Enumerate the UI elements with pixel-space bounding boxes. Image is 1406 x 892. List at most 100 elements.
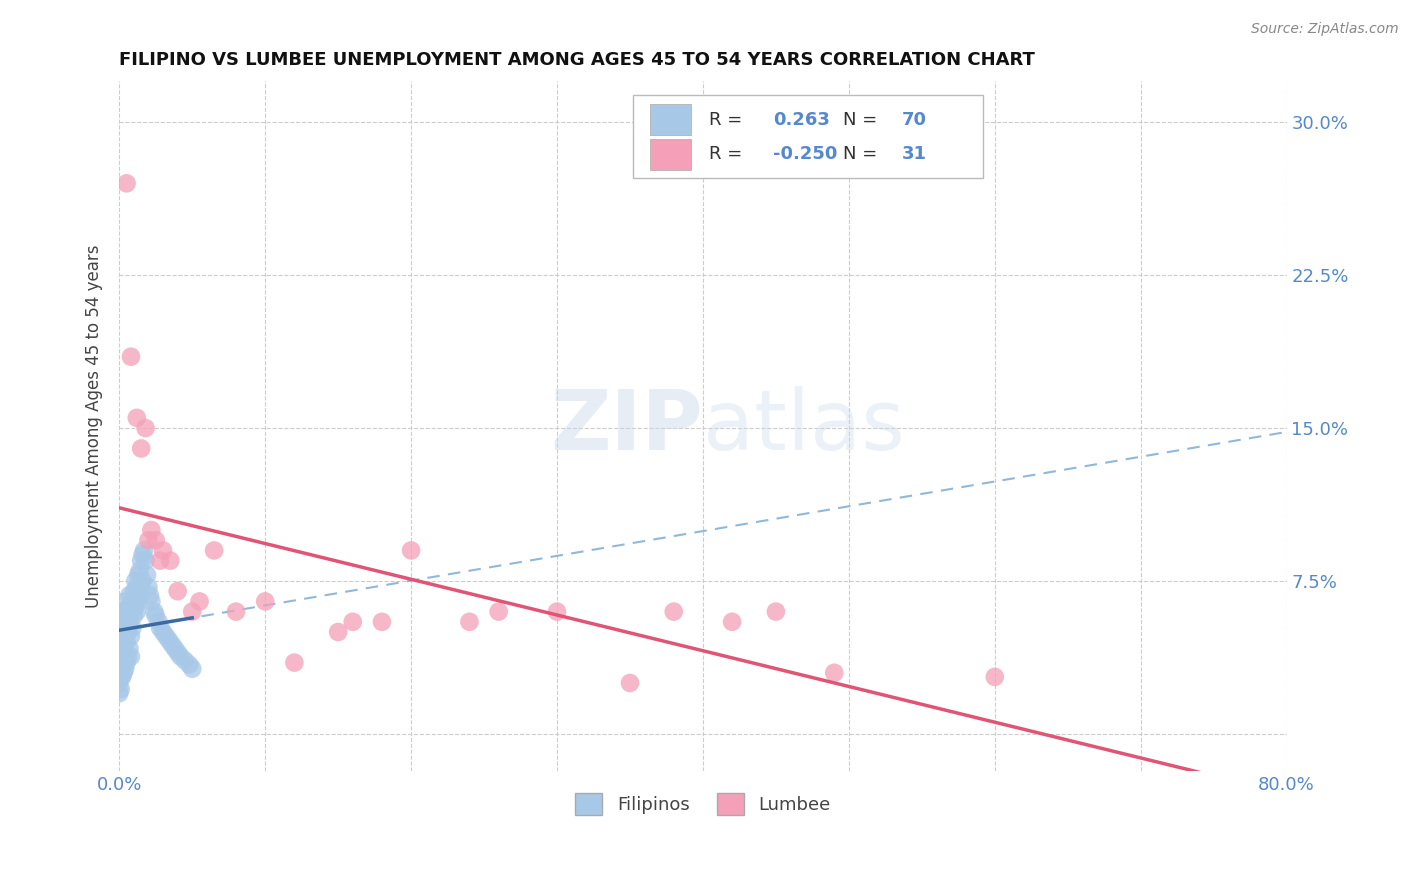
Text: 31: 31 <box>901 145 927 163</box>
Point <box>662 605 685 619</box>
Text: ZIP: ZIP <box>550 385 703 467</box>
FancyBboxPatch shape <box>651 138 692 169</box>
Text: atlas: atlas <box>703 385 904 467</box>
Point <box>159 554 181 568</box>
Point <box>141 523 163 537</box>
Point <box>115 656 138 670</box>
Point <box>152 625 174 640</box>
Point <box>283 656 305 670</box>
Point <box>120 629 142 643</box>
Point <box>118 615 141 629</box>
Point <box>132 543 155 558</box>
Y-axis label: Unemployment Among Ages 45 to 54 years: Unemployment Among Ages 45 to 54 years <box>86 244 103 607</box>
Point <box>112 629 135 643</box>
Point <box>181 662 204 676</box>
Point <box>143 605 166 619</box>
Point <box>135 554 157 568</box>
Point <box>166 584 188 599</box>
Point <box>120 350 142 364</box>
Point <box>111 656 134 670</box>
Point <box>984 670 1007 684</box>
Point <box>115 608 138 623</box>
Point <box>160 637 183 651</box>
Point <box>131 574 153 588</box>
Point <box>108 645 131 659</box>
Point <box>371 615 394 629</box>
Point <box>114 621 136 635</box>
Text: 0.263: 0.263 <box>773 111 830 129</box>
Point <box>110 635 132 649</box>
Point <box>188 594 211 608</box>
Text: N =: N = <box>844 111 877 129</box>
Text: -0.250: -0.250 <box>773 145 838 163</box>
Point <box>399 543 422 558</box>
Point <box>124 574 146 588</box>
Point <box>129 580 152 594</box>
Point <box>823 665 845 680</box>
Point <box>110 682 132 697</box>
Point <box>115 635 138 649</box>
FancyBboxPatch shape <box>651 104 692 135</box>
Point <box>169 649 191 664</box>
Point <box>166 645 188 659</box>
Point <box>174 654 197 668</box>
Point <box>114 594 136 608</box>
Point <box>125 580 148 594</box>
Point <box>110 625 132 640</box>
Point <box>129 554 152 568</box>
Point <box>117 625 139 640</box>
Point <box>138 533 160 548</box>
Text: FILIPINO VS LUMBEE UNEMPLOYMENT AMONG AGES 45 TO 54 YEARS CORRELATION CHART: FILIPINO VS LUMBEE UNEMPLOYMENT AMONG AG… <box>120 51 1035 69</box>
Point <box>148 615 170 629</box>
Legend: Filipinos, Lumbee: Filipinos, Lumbee <box>567 784 839 823</box>
Point <box>202 543 225 558</box>
Point <box>111 670 134 684</box>
Point <box>111 641 134 656</box>
Point <box>135 421 157 435</box>
Point <box>108 656 131 670</box>
Point <box>118 641 141 656</box>
Point <box>108 665 131 680</box>
Point <box>117 649 139 664</box>
Point <box>111 615 134 629</box>
Point <box>721 615 744 629</box>
Text: 70: 70 <box>901 111 927 129</box>
Point <box>118 588 141 602</box>
Point <box>114 645 136 659</box>
Point <box>121 621 143 635</box>
Point <box>546 605 568 619</box>
Point <box>139 588 162 602</box>
Point <box>117 600 139 615</box>
Point <box>157 633 180 648</box>
Point <box>112 605 135 619</box>
Point <box>127 594 149 608</box>
Point <box>125 605 148 619</box>
Point <box>114 662 136 676</box>
Text: N =: N = <box>844 145 883 163</box>
Point <box>181 605 204 619</box>
Point <box>163 641 186 656</box>
Point <box>342 615 364 629</box>
Point <box>129 442 152 456</box>
Point <box>124 600 146 615</box>
Point <box>120 605 142 619</box>
Text: Source: ZipAtlas.com: Source: ZipAtlas.com <box>1251 22 1399 37</box>
Point <box>136 568 159 582</box>
Point <box>141 594 163 608</box>
Point <box>145 608 167 623</box>
Point <box>328 625 350 640</box>
Point <box>155 629 177 643</box>
Point <box>112 649 135 664</box>
FancyBboxPatch shape <box>633 95 983 178</box>
Point <box>108 686 131 700</box>
Point <box>254 594 277 608</box>
Point <box>619 676 641 690</box>
Point <box>125 410 148 425</box>
Point <box>149 554 172 568</box>
Point <box>112 665 135 680</box>
Point <box>127 568 149 582</box>
Point <box>122 608 145 623</box>
Point <box>110 649 132 664</box>
Point <box>110 670 132 684</box>
Point <box>488 605 510 619</box>
